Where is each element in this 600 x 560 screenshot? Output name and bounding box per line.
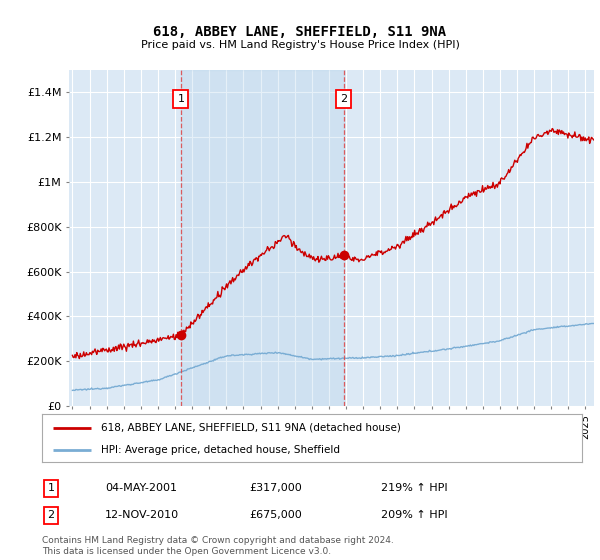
Text: £675,000: £675,000 — [249, 510, 302, 520]
Text: 1: 1 — [178, 94, 184, 104]
Text: 2: 2 — [47, 510, 55, 520]
Text: £317,000: £317,000 — [249, 483, 302, 493]
Text: 2: 2 — [340, 94, 347, 104]
Text: 12-NOV-2010: 12-NOV-2010 — [105, 510, 179, 520]
Bar — [181, 70, 344, 406]
Text: 04-MAY-2001: 04-MAY-2001 — [105, 483, 177, 493]
Text: 219% ↑ HPI: 219% ↑ HPI — [381, 483, 448, 493]
Text: 209% ↑ HPI: 209% ↑ HPI — [381, 510, 448, 520]
Text: Contains HM Land Registry data © Crown copyright and database right 2024.
This d: Contains HM Land Registry data © Crown c… — [42, 536, 394, 556]
Text: 1: 1 — [47, 483, 55, 493]
Text: 618, ABBEY LANE, SHEFFIELD, S11 9NA (detached house): 618, ABBEY LANE, SHEFFIELD, S11 9NA (det… — [101, 423, 401, 433]
Text: 618, ABBEY LANE, SHEFFIELD, S11 9NA: 618, ABBEY LANE, SHEFFIELD, S11 9NA — [154, 26, 446, 39]
Text: Price paid vs. HM Land Registry's House Price Index (HPI): Price paid vs. HM Land Registry's House … — [140, 40, 460, 50]
Text: HPI: Average price, detached house, Sheffield: HPI: Average price, detached house, Shef… — [101, 445, 340, 455]
